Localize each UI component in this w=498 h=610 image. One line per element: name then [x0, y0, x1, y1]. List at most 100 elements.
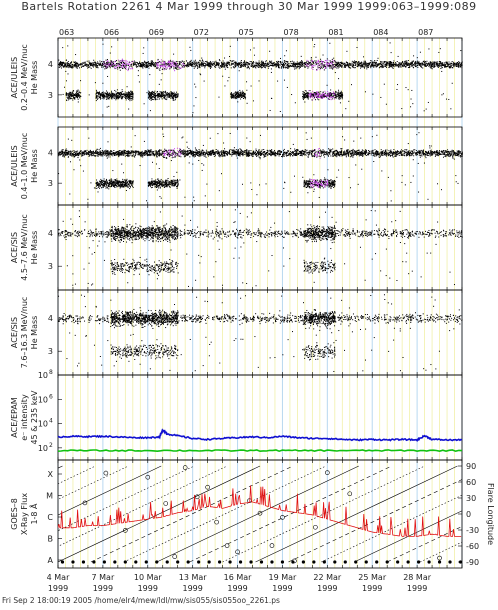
scatter-point [171, 61, 173, 63]
scatter-point [172, 99, 174, 101]
scatter-point [404, 152, 406, 154]
scatter-point [75, 61, 77, 63]
scatter-point [117, 68, 119, 70]
scatter-point [88, 66, 90, 68]
scatter-point [175, 97, 177, 99]
scatter-point [440, 67, 442, 69]
scatter-point [310, 64, 312, 66]
scatter-point [148, 98, 150, 100]
scatter-point [178, 63, 180, 65]
scatter-point [242, 96, 244, 98]
scatter-point [149, 151, 151, 153]
scatter-point [96, 95, 98, 97]
scatter-point [444, 62, 446, 64]
scatter-point [428, 62, 430, 64]
scatter-point [357, 65, 359, 67]
scatter-point [68, 95, 70, 97]
scatter-point [209, 65, 211, 67]
scatter-point [120, 92, 122, 94]
scatter-point [237, 153, 239, 155]
scatter-point [151, 97, 153, 99]
scatter-point [407, 67, 409, 69]
scatter-point [122, 64, 124, 66]
scatter-point [327, 62, 329, 64]
scatter-point [390, 64, 392, 66]
scatter-point [382, 62, 384, 64]
scatter-point [108, 96, 110, 98]
scatter-point [71, 64, 73, 66]
scatter-point [125, 99, 127, 101]
scatter-point [347, 64, 349, 66]
scatter-point [341, 65, 343, 67]
scatter-point [170, 154, 172, 156]
scatter-point [121, 58, 123, 60]
scatter-point [88, 64, 90, 66]
scatter-point [352, 64, 354, 66]
scatter-point [286, 66, 288, 68]
scatter-point [411, 63, 413, 65]
scatter-point [327, 91, 329, 93]
scatter-point [406, 64, 408, 66]
scatter-point [171, 94, 173, 96]
scatter-point [286, 154, 288, 156]
scatter-point [361, 65, 363, 67]
scatter-point [319, 69, 321, 71]
scatter-point [132, 68, 134, 70]
scatter-point [371, 64, 373, 66]
scatter-point [185, 64, 187, 66]
scatter-point [385, 65, 387, 67]
scatter-point [132, 98, 134, 100]
scatter-point [164, 62, 166, 64]
scatter-point [233, 95, 235, 97]
scatter-point [224, 68, 226, 70]
scatter-point [428, 63, 430, 65]
scatter-point [169, 155, 171, 157]
scatter-point [306, 93, 308, 95]
scatter-point [331, 94, 333, 96]
scatter-point [323, 156, 325, 158]
scatter-point [319, 93, 321, 95]
scatter-point [436, 64, 438, 66]
scatter-point [73, 61, 75, 63]
scatter-point [218, 96, 220, 98]
scatter-point [445, 155, 447, 157]
scatter-point [111, 92, 113, 94]
scatter-point [93, 59, 95, 61]
scatter-point [317, 96, 319, 98]
scatter-point [280, 67, 282, 69]
scatter-point [105, 94, 107, 96]
scatter-point [393, 63, 395, 65]
scatter-point [400, 62, 402, 64]
scatter-point [120, 95, 122, 97]
scatter-point [372, 152, 374, 154]
scatter-point [405, 60, 407, 62]
scatter-point [391, 64, 393, 66]
scatter-point [128, 98, 130, 100]
scatter-point [367, 153, 369, 155]
scatter-point [255, 148, 257, 150]
scatter-point [444, 66, 446, 68]
scatter-point [126, 86, 128, 88]
scatter-point [100, 63, 102, 65]
scatter-point [451, 153, 453, 155]
scatter-point [323, 94, 325, 96]
scatter-point [180, 67, 182, 69]
scatter-point [127, 70, 129, 72]
scatter-point [265, 65, 267, 67]
scatter-point [110, 65, 112, 67]
scatter-point [284, 55, 286, 57]
scatter-point [177, 61, 179, 63]
scatter-point [121, 93, 123, 95]
scatter-point [428, 48, 430, 50]
scatter-point [126, 94, 128, 96]
scatter-point [243, 91, 245, 93]
scatter-point [455, 65, 457, 67]
scatter-point [364, 63, 366, 65]
scatter-point [422, 67, 424, 69]
scatter-point [403, 61, 405, 63]
scatter-point [286, 155, 288, 157]
scatter-point [221, 65, 223, 67]
scatter-point [429, 61, 431, 63]
scatter-point [257, 154, 259, 156]
scatter-point [172, 60, 174, 62]
